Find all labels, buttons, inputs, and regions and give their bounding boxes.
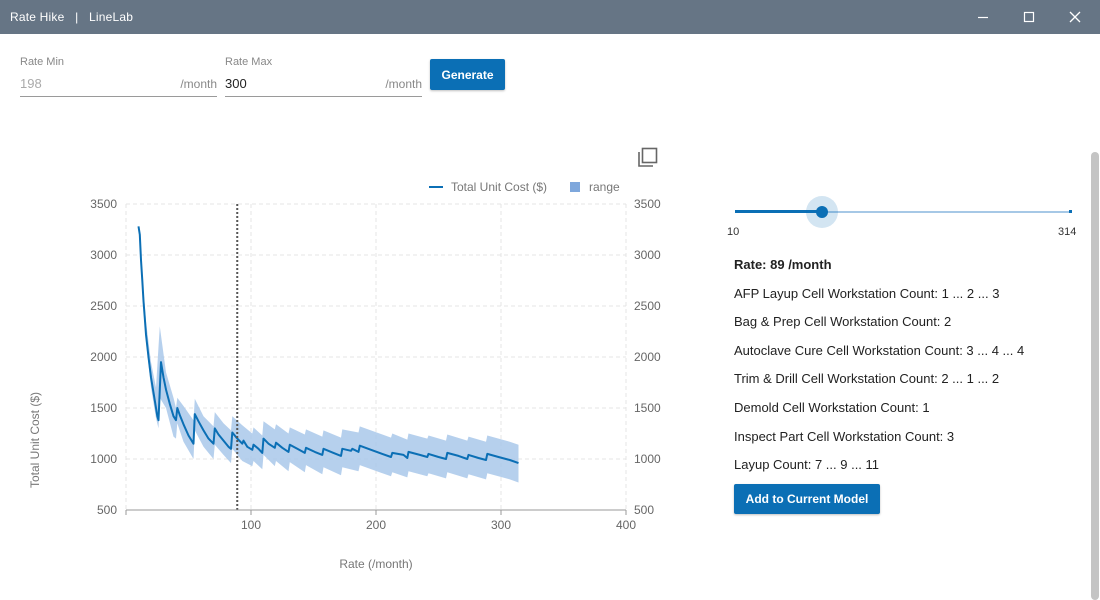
y-tick-label-right: 2000 bbox=[634, 350, 661, 364]
legend-item-cost[interactable]: Total Unit Cost ($) bbox=[451, 180, 547, 194]
copy-export-icon[interactable] bbox=[636, 145, 660, 169]
maximize-button[interactable] bbox=[1006, 0, 1052, 34]
y-axis-label: Total Unit Cost ($) bbox=[28, 392, 42, 488]
rate-value-heading: Rate: 89 /month bbox=[734, 257, 832, 272]
range-area bbox=[138, 226, 519, 483]
cost-chart: 500 500 1000 1000 1500 1500 2000 2000 2500 2500 30… bbox=[28, 180, 661, 571]
autoclave-cure-count: Autoclave Cure Cell Workstation Count: 3… bbox=[734, 343, 1025, 358]
slider-max-label: 314 bbox=[1058, 226, 1077, 238]
y-tick-label-right: 1500 bbox=[634, 401, 661, 415]
x-axis-label: Rate (/month) bbox=[339, 557, 412, 571]
rate-min-label: Rate Min bbox=[20, 56, 65, 68]
rate-max-underline bbox=[225, 96, 422, 97]
slider-end-tick bbox=[1069, 210, 1072, 213]
title-bar: Rate Hike | LineLab bbox=[0, 0, 1100, 34]
minimize-button[interactable] bbox=[960, 0, 1006, 34]
legend-range-swatch bbox=[570, 182, 580, 192]
demold-count: Demold Cell Workstation Count: 1 bbox=[734, 400, 930, 415]
y-tick-label: 500 bbox=[97, 503, 117, 517]
y-tick-label-right: 1000 bbox=[634, 452, 661, 466]
y-tick-label: 2000 bbox=[90, 350, 117, 364]
rate-max-suffix: /month bbox=[385, 77, 422, 91]
y-tick-label: 3500 bbox=[90, 197, 117, 211]
legend-item-range[interactable]: range bbox=[589, 180, 620, 194]
layup-count: Layup Count: 7 ... 9 ... 11 bbox=[734, 457, 880, 472]
y-tick-label: 1500 bbox=[90, 401, 117, 415]
chart-legend: Total Unit Cost ($) range bbox=[429, 180, 620, 194]
generate-button[interactable]: Generate bbox=[430, 59, 505, 90]
trim-drill-count: Trim & Drill Cell Workstation Count: 2 .… bbox=[734, 371, 1000, 386]
rate-min-underline bbox=[20, 96, 217, 97]
x-tick-label: 200 bbox=[366, 518, 386, 532]
afp-layup-count: AFP Layup Cell Workstation Count: 1 ... … bbox=[734, 286, 1000, 301]
rate-min-suffix: /month bbox=[180, 77, 217, 91]
rate-min-input[interactable] bbox=[20, 76, 170, 91]
cost-line bbox=[137, 226, 519, 465]
window-title: Rate Hike | LineLab bbox=[10, 10, 134, 24]
chart-axes: 500 500 1000 1000 1500 1500 2000 2000 2500 2500 30… bbox=[90, 197, 661, 532]
y-tick-label: 2500 bbox=[90, 299, 117, 313]
minimize-icon bbox=[978, 16, 988, 19]
rate-slider[interactable] bbox=[735, 196, 1072, 228]
slider-min-label: 10 bbox=[727, 226, 740, 238]
y-tick-label-right: 3500 bbox=[634, 197, 661, 211]
close-button[interactable] bbox=[1052, 0, 1098, 34]
y-tick-label-right: 2500 bbox=[634, 299, 661, 313]
inspect-part-count: Inspect Part Cell Workstation Count: 3 bbox=[734, 429, 955, 444]
x-tick-label: 100 bbox=[241, 518, 261, 532]
bag-prep-count: Bag & Prep Cell Workstation Count: 2 bbox=[734, 314, 952, 329]
x-tick-label: 400 bbox=[616, 518, 636, 532]
maximize-icon bbox=[1023, 11, 1035, 23]
add-to-current-model-button[interactable]: Add to Current Model bbox=[734, 484, 880, 514]
y-tick-label: 1000 bbox=[90, 452, 117, 466]
y-tick-label: 3000 bbox=[90, 248, 117, 262]
vertical-scrollbar[interactable] bbox=[1091, 152, 1099, 600]
y-tick-label-right: 500 bbox=[634, 503, 654, 517]
y-tick-label-right: 3000 bbox=[634, 248, 661, 262]
cost-series-line bbox=[137, 226, 519, 465]
range-band bbox=[138, 226, 519, 483]
close-icon bbox=[1069, 11, 1081, 23]
rate-max-input[interactable] bbox=[225, 76, 375, 91]
slider-track bbox=[735, 211, 1071, 213]
slider-fill bbox=[735, 210, 823, 213]
x-tick-label: 300 bbox=[491, 518, 511, 532]
rate-max-label: Rate Max bbox=[225, 56, 273, 68]
slider-thumb[interactable] bbox=[816, 206, 829, 218]
